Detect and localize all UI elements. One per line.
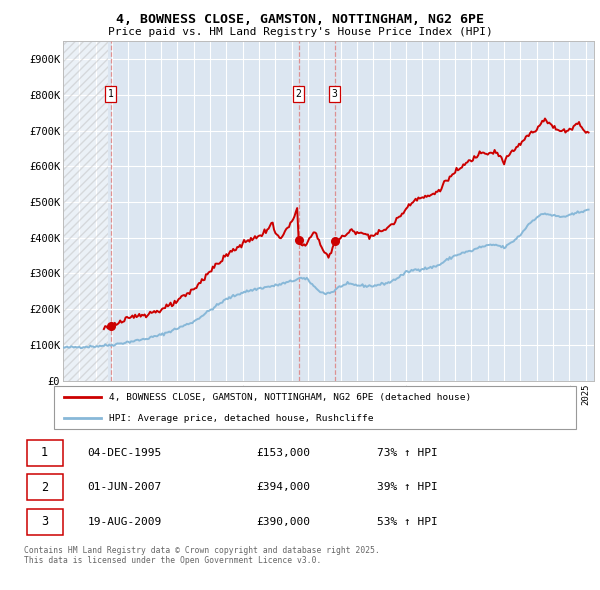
Text: 2: 2 — [41, 481, 48, 494]
Bar — [27, 509, 62, 535]
Text: 39% ↑ HPI: 39% ↑ HPI — [377, 483, 438, 492]
Text: £153,000: £153,000 — [256, 448, 310, 458]
Text: 3: 3 — [332, 89, 338, 99]
Bar — [27, 440, 62, 466]
Bar — [63, 41, 108, 381]
Text: £394,000: £394,000 — [256, 483, 310, 492]
Text: HPI: Average price, detached house, Rushcliffe: HPI: Average price, detached house, Rush… — [109, 414, 373, 423]
Text: 01-JUN-2007: 01-JUN-2007 — [88, 483, 162, 492]
Text: £390,000: £390,000 — [256, 517, 310, 527]
Text: 3: 3 — [41, 516, 48, 529]
Text: 1: 1 — [108, 89, 113, 99]
Text: 19-AUG-2009: 19-AUG-2009 — [88, 517, 162, 527]
Text: Contains HM Land Registry data © Crown copyright and database right 2025.
This d: Contains HM Land Registry data © Crown c… — [24, 546, 380, 565]
Bar — [27, 474, 62, 500]
Text: 4, BOWNESS CLOSE, GAMSTON, NOTTINGHAM, NG2 6PE: 4, BOWNESS CLOSE, GAMSTON, NOTTINGHAM, N… — [116, 13, 484, 26]
Text: 73% ↑ HPI: 73% ↑ HPI — [377, 448, 438, 458]
Text: 2: 2 — [296, 89, 302, 99]
Text: 1: 1 — [41, 446, 48, 459]
Text: 4, BOWNESS CLOSE, GAMSTON, NOTTINGHAM, NG2 6PE (detached house): 4, BOWNESS CLOSE, GAMSTON, NOTTINGHAM, N… — [109, 394, 471, 402]
Text: 53% ↑ HPI: 53% ↑ HPI — [377, 517, 438, 527]
Text: Price paid vs. HM Land Registry's House Price Index (HPI): Price paid vs. HM Land Registry's House … — [107, 27, 493, 37]
Text: 04-DEC-1995: 04-DEC-1995 — [88, 448, 162, 458]
